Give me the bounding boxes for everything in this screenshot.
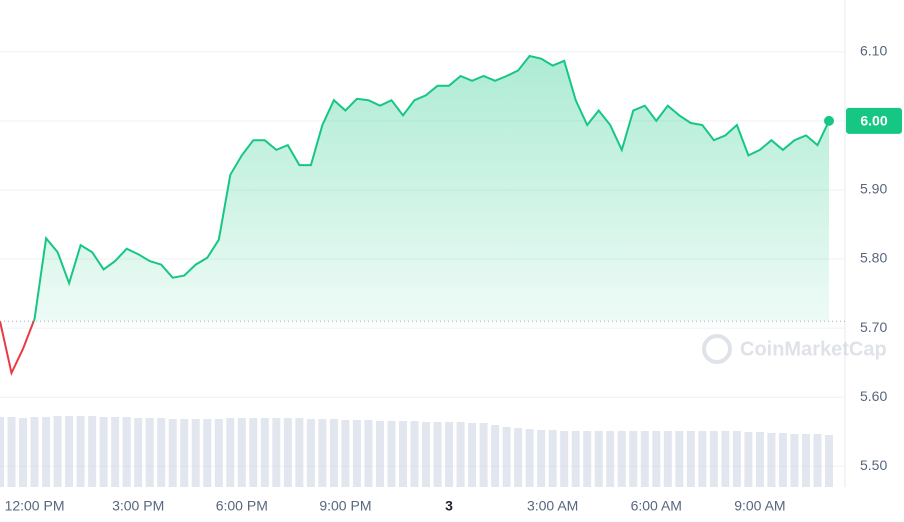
volume-bar (191, 419, 200, 487)
x-tick-label: 3:00 AM (527, 498, 578, 514)
y-tick-label: 5.90 (860, 181, 887, 197)
volume-bar (145, 418, 154, 487)
volume-bar (260, 418, 269, 487)
volume-bar (502, 427, 511, 487)
volume-bar (295, 418, 304, 487)
volume-bar (709, 431, 718, 487)
x-tick-label: 12:00 PM (5, 498, 65, 514)
volume-bar (640, 431, 649, 487)
volume-bar (790, 434, 799, 487)
y-tick-label: 6.10 (860, 43, 887, 59)
volume-bar (445, 422, 454, 487)
volume-bar (7, 417, 16, 487)
volume-bar (732, 431, 741, 487)
volume-bar (813, 434, 822, 487)
volume-bar (318, 419, 327, 487)
volume-bar (583, 431, 592, 487)
volume-bar (571, 431, 580, 487)
volume-bar (594, 431, 603, 487)
last-point (824, 115, 834, 126)
x-tick-label: 6:00 PM (216, 498, 268, 514)
volume-bar (111, 417, 120, 487)
volume-bar (226, 418, 235, 487)
volume-bar (65, 416, 74, 487)
volume-bar (537, 430, 546, 487)
volume-bar (606, 431, 615, 487)
volume-bar (157, 418, 166, 487)
volume-bar (825, 435, 833, 487)
y-tick-label: 5.70 (860, 319, 887, 335)
volume-bar (398, 421, 407, 487)
volume-bar (272, 418, 281, 487)
volume-bar (744, 432, 753, 487)
volume-bar (675, 431, 684, 487)
volume-bar (352, 420, 361, 487)
price-area (0, 56, 829, 322)
volume-bar (99, 417, 108, 487)
volume-bar (778, 433, 787, 487)
volume-bar (19, 418, 28, 487)
volume-bar (433, 422, 442, 487)
volume-bar (168, 419, 177, 487)
volume-bar (514, 428, 523, 487)
volume-bar (203, 419, 212, 487)
volume-bar (479, 423, 488, 487)
volume-bar (663, 431, 672, 487)
volume-bar (755, 432, 764, 487)
volume-bar (468, 423, 477, 487)
volume-bar (30, 417, 39, 487)
x-tick-label: 9:00 PM (319, 498, 371, 514)
volume-bar (801, 434, 810, 487)
volume-bar (364, 420, 373, 487)
volume-bar (410, 421, 419, 487)
price-line-up (0, 54, 830, 322)
volume-bar (122, 417, 131, 487)
volume-bar (329, 419, 338, 487)
volume-bar (422, 422, 431, 487)
volume-bar (180, 419, 189, 487)
y-tick-label: 5.80 (860, 250, 887, 266)
volume-bar (721, 431, 730, 487)
volume-bar (306, 419, 315, 487)
volume-bar (214, 419, 223, 487)
volume-bar (134, 418, 143, 487)
y-tick-label: 5.60 (860, 388, 887, 404)
volume-bar (249, 418, 258, 487)
price-tag-label: 6.00 (860, 113, 887, 129)
volume-bar (88, 416, 97, 487)
volume-bar (652, 431, 661, 487)
volume-bar (560, 431, 569, 487)
volume-bar (525, 429, 534, 487)
volume-bar (375, 421, 384, 487)
x-tick-label: 3:00 PM (112, 498, 164, 514)
volume-bar (283, 418, 292, 487)
volume-bar (53, 416, 62, 487)
volume-bar (548, 430, 557, 487)
volume-bar (617, 431, 626, 487)
volume-bar (767, 433, 776, 487)
y-tick-label: 5.50 (860, 457, 887, 473)
watermark-text: CoinMarketCap (740, 338, 887, 360)
volume-bar (237, 418, 246, 487)
volume-bar (0, 417, 4, 487)
watermark: CoinMarketCap (702, 334, 887, 364)
volume-bar (387, 421, 396, 487)
volume-bar (491, 425, 500, 487)
volume-bar (76, 416, 85, 487)
x-tick-label: 3 (445, 498, 453, 514)
volume-bar (629, 431, 638, 487)
x-tick-label: 6:00 AM (631, 498, 682, 514)
price-tag (846, 107, 902, 134)
volume-bar (456, 422, 465, 487)
watermark-logo (702, 334, 732, 364)
volume-bar (341, 420, 350, 487)
volume-bar (686, 431, 695, 487)
x-tick-label: 9:00 AM (734, 498, 785, 514)
volume-bar (698, 431, 707, 487)
volume-bar (42, 417, 51, 487)
